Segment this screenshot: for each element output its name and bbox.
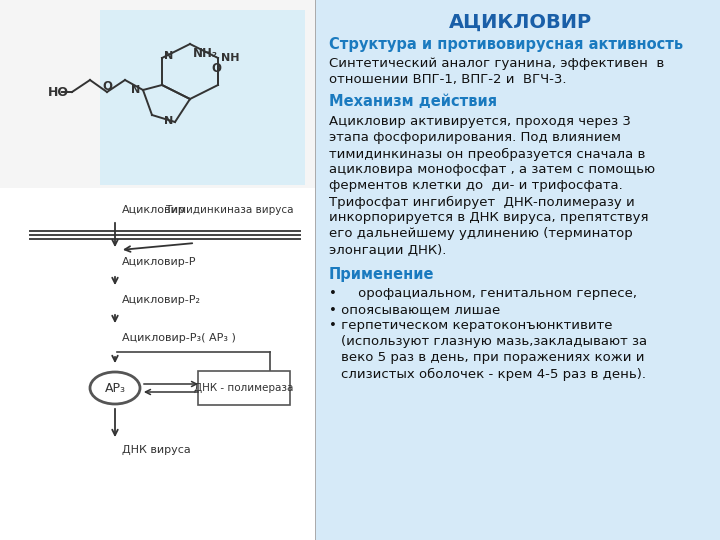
Text: ДНК - полимераза: ДНК - полимераза (194, 383, 294, 393)
Text: ферментов клетки до  ди- и трифосфата.: ферментов клетки до ди- и трифосфата. (329, 179, 623, 192)
Text: инкорпорируется в ДНК вируса, препятствуя: инкорпорируется в ДНК вируса, препятству… (329, 212, 649, 225)
Text: Ацикловир-Р₂: Ацикловир-Р₂ (122, 295, 201, 305)
FancyBboxPatch shape (315, 0, 720, 540)
FancyBboxPatch shape (0, 188, 315, 540)
Text: элонгации ДНК).: элонгации ДНК). (329, 244, 446, 256)
Text: N: N (164, 51, 174, 61)
Text: • герпетическом кератоконъюнктивите: • герпетическом кератоконъюнктивите (329, 320, 613, 333)
Text: NH: NH (221, 53, 240, 63)
Text: HO: HO (48, 85, 69, 98)
Text: веко 5 раз в день, при поражениях кожи и: веко 5 раз в день, при поражениях кожи и (341, 352, 644, 365)
Ellipse shape (90, 372, 140, 404)
Text: Тимидинкиназа вируса: Тимидинкиназа вируса (165, 205, 294, 215)
Text: отношении ВПГ-1, ВПГ-2 и  ВГЧ-3.: отношении ВПГ-1, ВПГ-2 и ВГЧ-3. (329, 73, 567, 86)
Text: Ацикловир активируется, проходя через 3: Ацикловир активируется, проходя через 3 (329, 116, 631, 129)
Text: ДНК вируса: ДНК вируса (122, 445, 191, 455)
Text: N: N (163, 116, 173, 126)
Text: •     орофациальном, генитальном герпесе,: • орофациальном, генитальном герпесе, (329, 287, 637, 300)
FancyBboxPatch shape (0, 0, 315, 540)
Text: Синтетический аналог гуанина, эффективен  в: Синтетический аналог гуанина, эффективен… (329, 57, 665, 71)
Text: Ацикловир-Р₃( АР₃ ): Ацикловир-Р₃( АР₃ ) (122, 333, 236, 343)
Text: этапа фосфорилирования. Под влиянием: этапа фосфорилирования. Под влиянием (329, 132, 621, 145)
Text: тимидинкиназы он преобразуется сначала в: тимидинкиназы он преобразуется сначала в (329, 147, 645, 160)
Text: • опоясывающем лишае: • опоясывающем лишае (329, 303, 500, 316)
FancyBboxPatch shape (198, 371, 290, 405)
Text: АЦИКЛОВИР: АЦИКЛОВИР (449, 12, 592, 31)
Text: O: O (211, 62, 221, 75)
Text: Трифосфат ингибирует  ДНК-полимеразу и: Трифосфат ингибирует ДНК-полимеразу и (329, 195, 635, 208)
Text: Ацикловир: Ацикловир (122, 205, 186, 215)
FancyBboxPatch shape (100, 10, 305, 185)
Text: АР₃: АР₃ (104, 381, 125, 395)
Text: Механизм действия: Механизм действия (329, 94, 497, 110)
Text: слизистых оболочек - крем 4-5 раз в день).: слизистых оболочек - крем 4-5 раз в день… (341, 367, 646, 381)
Text: N: N (131, 85, 140, 95)
Text: (используют глазную мазь,закладывают за: (используют глазную мазь,закладывают за (341, 335, 647, 348)
Text: Ацикловир-Р: Ацикловир-Р (122, 257, 197, 267)
Text: его дальнейшему удлинению (терминатор: его дальнейшему удлинению (терминатор (329, 227, 633, 240)
Text: NH₂: NH₂ (193, 47, 218, 60)
Text: O: O (102, 80, 112, 93)
Text: Применение: Применение (329, 267, 434, 281)
Text: Структура и противовирусная активность: Структура и противовирусная активность (329, 37, 683, 51)
Text: ацикловира монофосфат , а затем с помощью: ацикловира монофосфат , а затем с помощь… (329, 164, 655, 177)
